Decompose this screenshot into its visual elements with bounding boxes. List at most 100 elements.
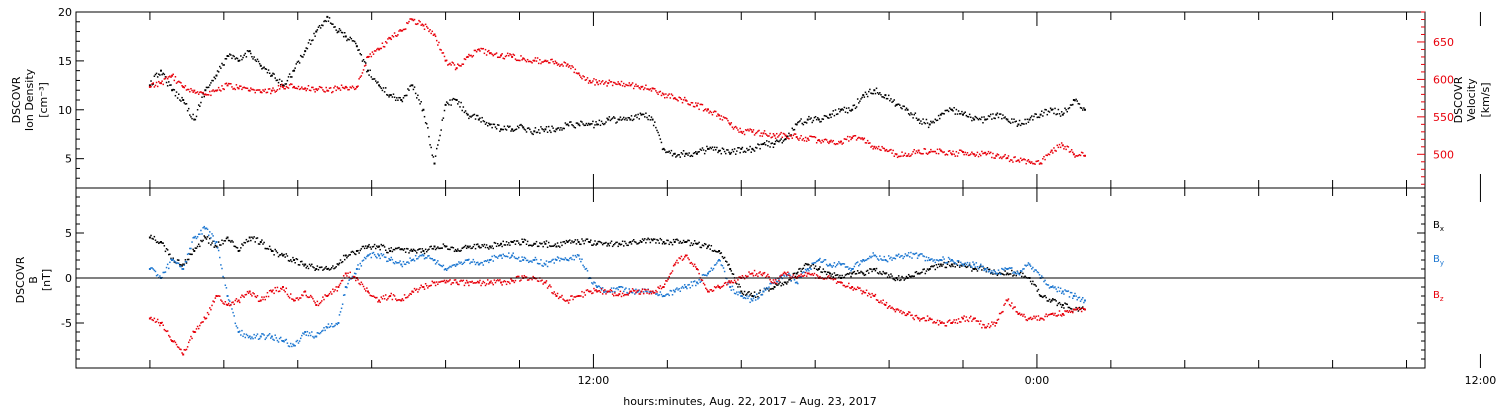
data-point (858, 287, 860, 290)
data-point (646, 238, 648, 241)
data-point (926, 315, 929, 317)
data-point (954, 321, 957, 324)
data-point (526, 259, 529, 262)
data-point (782, 132, 785, 135)
data-point (278, 254, 281, 256)
data-point (312, 266, 314, 268)
data-point (223, 303, 225, 305)
data-point (557, 245, 560, 247)
data-point (215, 245, 218, 248)
data-point (688, 258, 690, 261)
data-point (627, 116, 629, 119)
data-point (427, 127, 429, 129)
data-point (327, 20, 330, 22)
data-point (191, 89, 193, 92)
data-point (151, 318, 153, 321)
data-point (711, 113, 714, 116)
data-point (150, 85, 152, 88)
data-point (236, 300, 239, 303)
data-point (965, 114, 968, 117)
data-point (567, 259, 570, 262)
data-point (299, 260, 302, 263)
data-point (636, 85, 638, 88)
data-point (991, 118, 993, 120)
data-point (863, 137, 866, 140)
data-point (372, 78, 375, 80)
data-point (590, 239, 592, 241)
data-point (780, 138, 782, 140)
data-point (234, 299, 237, 302)
data-point (1054, 286, 1056, 288)
data-point (852, 135, 854, 137)
data-point (412, 258, 415, 261)
data-point (717, 151, 719, 154)
data-point (838, 281, 840, 283)
data-point (713, 286, 716, 288)
data-point (453, 264, 456, 266)
data-point (552, 245, 554, 247)
data-point (435, 39, 438, 42)
time-axis-title: hours:minutes, Aug. 22, 2017 – Aug. 23, … (623, 395, 877, 408)
data-point (488, 248, 490, 250)
data-point (587, 241, 590, 243)
data-point (235, 298, 238, 300)
data-point (788, 132, 790, 135)
data-point (637, 242, 639, 245)
data-point (438, 139, 440, 142)
data-point (495, 279, 498, 282)
data-point (526, 127, 529, 130)
data-point (828, 140, 831, 143)
data-point (984, 151, 987, 154)
data-point (233, 303, 235, 306)
data-point (270, 290, 273, 293)
data-point (400, 99, 403, 101)
data-point (974, 266, 976, 268)
data-point (492, 260, 495, 262)
data-point (789, 134, 791, 136)
data-point (660, 141, 663, 144)
data-point (332, 90, 334, 93)
data-point (870, 92, 872, 94)
data-point (417, 94, 419, 97)
data-point (238, 301, 241, 304)
data-point (349, 253, 351, 256)
data-point (870, 146, 872, 148)
data-point (876, 92, 879, 94)
data-point (551, 292, 553, 294)
legend-bx: Bx (1433, 220, 1444, 233)
data-point (383, 91, 386, 93)
data-point (543, 262, 546, 265)
data-point (684, 241, 687, 243)
data-point (371, 78, 374, 80)
data-point (790, 280, 792, 282)
data-point (762, 143, 765, 145)
data-point (513, 129, 516, 132)
data-point (331, 23, 333, 25)
data-point (1022, 272, 1024, 275)
data-point (165, 81, 168, 84)
data-point (476, 243, 479, 245)
data-point (519, 260, 521, 262)
data-point (1058, 143, 1061, 146)
data-point (576, 72, 579, 75)
data-point (592, 244, 594, 247)
data-point (797, 282, 799, 285)
data-point (700, 280, 703, 282)
data-point (454, 265, 457, 267)
data-point (970, 265, 972, 267)
data-point (610, 290, 613, 292)
data-point (268, 88, 271, 90)
data-point (203, 225, 205, 228)
data-point (532, 133, 534, 136)
data-point (795, 123, 798, 126)
data-point (399, 97, 401, 99)
data-point (376, 245, 378, 247)
data-point (793, 128, 796, 131)
data-point (686, 287, 688, 290)
data-point (273, 73, 275, 75)
data-point (919, 152, 921, 154)
data-point (537, 62, 540, 65)
data-point (988, 268, 991, 271)
data-point (250, 337, 252, 340)
data-point (511, 254, 514, 257)
